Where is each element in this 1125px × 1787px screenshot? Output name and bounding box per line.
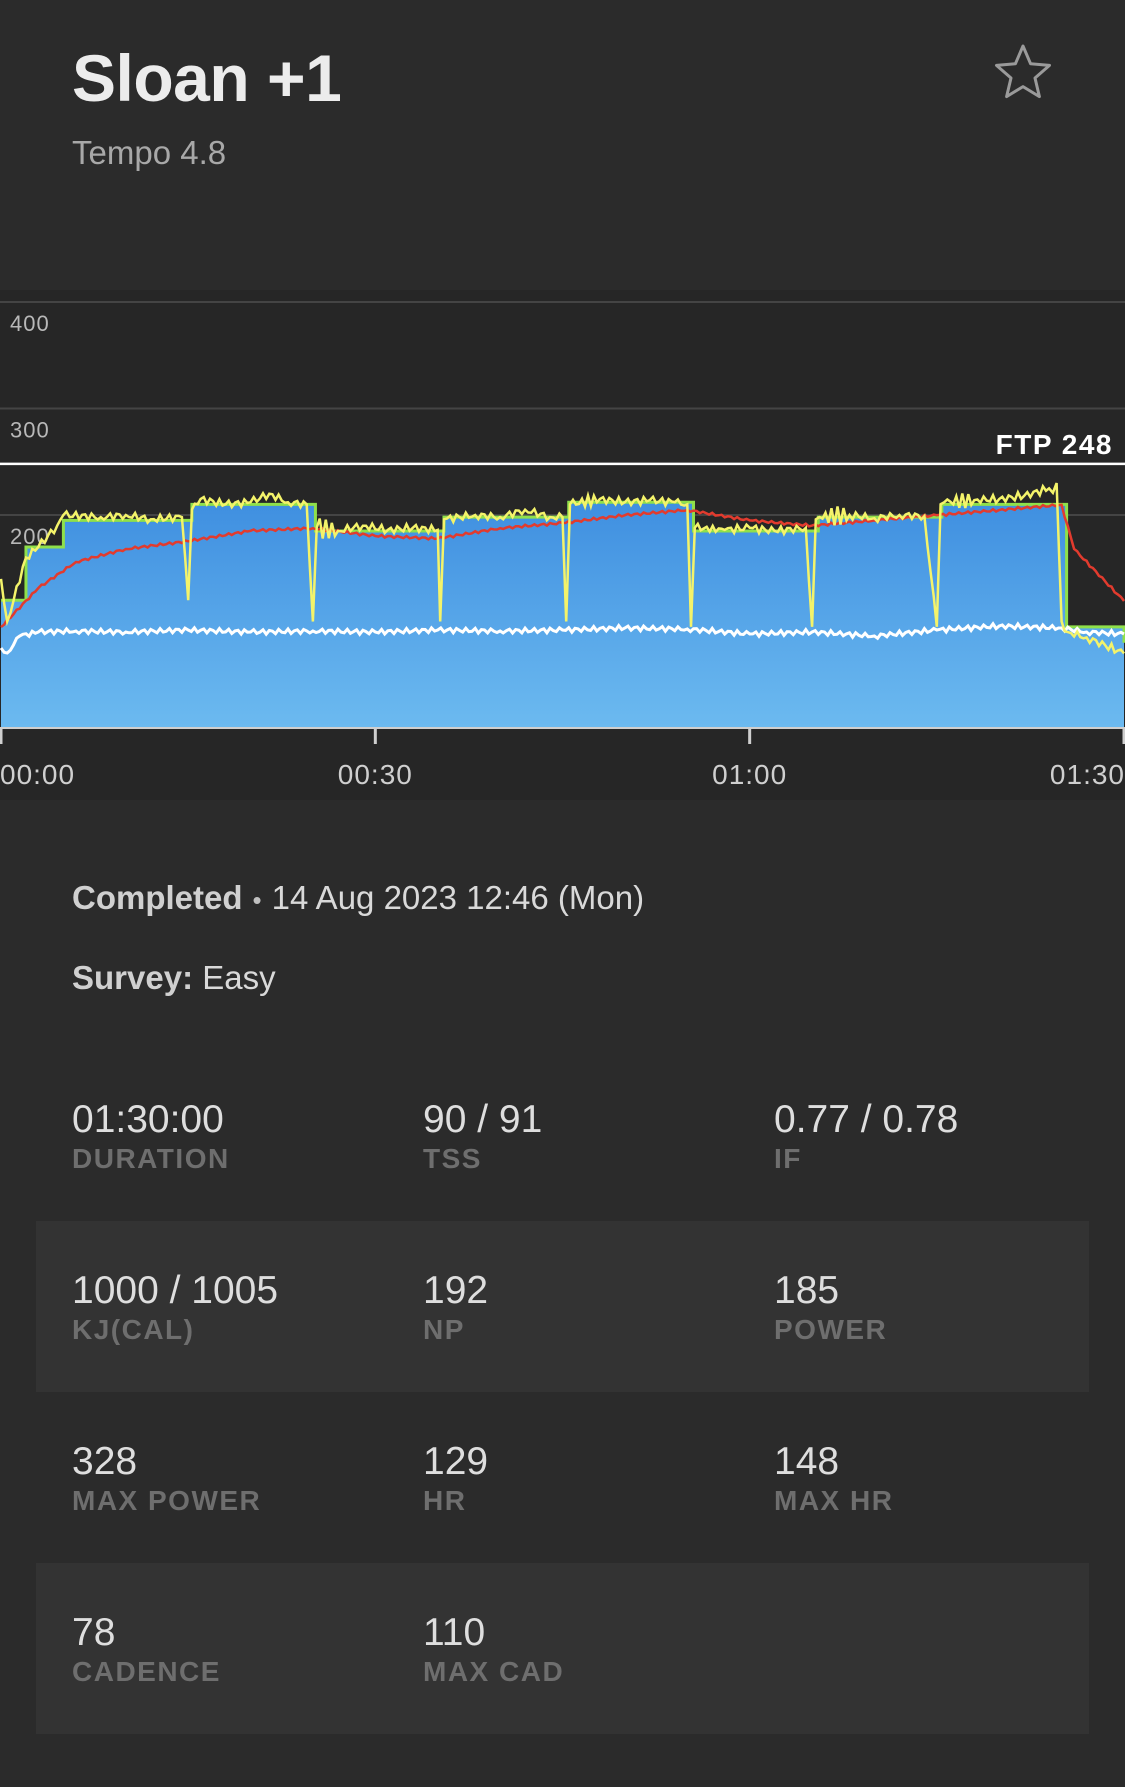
stat-label: DURATION <box>72 1143 230 1174</box>
stats-row: 01:30:00 DURATION 90 / 91 TSS 0.77 / 0.7… <box>36 1050 1089 1221</box>
stat-value: 110 <box>423 1611 486 1654</box>
y-tick-label-400: 400 <box>10 311 50 336</box>
stat-np: 192 NP <box>423 1269 488 1347</box>
stat-value: 78 <box>72 1611 116 1654</box>
stats-row: 78 CADENCE 110 MAX CAD <box>36 1563 1089 1734</box>
workout-header: Sloan +1 Tempo 4.8 <box>0 0 1125 290</box>
stat-label: MAX POWER <box>72 1485 262 1516</box>
stat-hr: 129 HR <box>423 1440 488 1518</box>
y-tick-label-300: 300 <box>10 418 50 443</box>
survey-value: Easy <box>202 959 276 996</box>
x-tick-label-3: 01:30 <box>1050 759 1125 790</box>
target-power-area <box>1 502 1124 728</box>
stat-label: POWER <box>774 1314 888 1345</box>
stat-max-cad: 110 MAX CAD <box>423 1611 564 1689</box>
stat-value: 328 <box>72 1440 138 1483</box>
stat-value: 192 <box>423 1269 489 1312</box>
stats-row: 1000 / 1005 KJ(CAL) 192 NP 185 POWER <box>36 1221 1089 1392</box>
stat-if: 0.77 / 0.78 IF <box>774 1098 958 1176</box>
stat-value: 01:30:00 <box>72 1098 224 1141</box>
stat-label: TSS <box>423 1143 482 1174</box>
stat-value: 185 <box>774 1269 840 1312</box>
y-tick-label-200: 200 <box>10 524 50 549</box>
stat-label: IF <box>774 1143 802 1174</box>
workout-details: Completed • 14 Aug 2023 12:46 (Mon) Survey… <box>72 880 1052 1040</box>
stat-duration: 01:30:00 DURATION <box>72 1098 230 1176</box>
stat-value: 148 <box>774 1440 840 1483</box>
x-tick-label-0: 00:00 <box>0 759 75 790</box>
separator-dot: • <box>252 885 262 916</box>
star-outline-icon[interactable] <box>993 42 1053 102</box>
status-label: Completed <box>72 879 243 916</box>
workout-subtitle: Tempo 4.8 <box>72 134 227 171</box>
workout-title: Sloan +1 <box>72 41 342 115</box>
stat-label: MAX HR <box>774 1485 894 1516</box>
x-axis-band <box>0 728 1125 800</box>
stat-value: 90 / 91 <box>423 1098 543 1141</box>
workout-chart[interactable]: 200 300 400 FTP 248 00:00 00:30 01:00 01:30 <box>0 290 1125 800</box>
survey-line: Survey: Easy <box>72 960 1052 996</box>
actual-power-line <box>0 482 1125 655</box>
stat-max-hr: 148 MAX HR <box>774 1440 893 1518</box>
stat-label: CADENCE <box>72 1656 221 1687</box>
stat-cadence: 78 CADENCE <box>72 1611 221 1689</box>
power-chart-svg: 200 300 400 FTP 248 00:00 00:30 01:00 01:30 <box>0 301 1125 800</box>
target-power-edge <box>1 500 1125 643</box>
stat-label: MAX CAD <box>423 1656 565 1687</box>
stat-tss: 90 / 91 TSS <box>423 1098 542 1176</box>
completed-datetime: 14 Aug 2023 12:46 (Mon) <box>271 879 645 916</box>
stats-row: 328 MAX POWER 129 HR 148 MAX HR <box>36 1392 1089 1563</box>
x-tick-label-1: 00:30 <box>338 759 413 790</box>
stat-label: KJ(CAL) <box>72 1314 195 1345</box>
stat-value: 1000 / 1005 <box>72 1269 279 1312</box>
stat-kj-cal: 1000 / 1005 KJ(CAL) <box>72 1269 278 1347</box>
ftp-label: FTP 248 <box>996 429 1113 460</box>
stat-power: 185 POWER <box>774 1269 887 1347</box>
stat-label: NP <box>423 1314 465 1345</box>
completion-line: Completed • 14 Aug 2023 12:46 (Mon) <box>72 880 1052 916</box>
stat-label: HR <box>423 1485 467 1516</box>
stats-grid: 01:30:00 DURATION 90 / 91 TSS 0.77 / 0.7… <box>36 1050 1089 1734</box>
stat-value: 129 <box>423 1440 489 1483</box>
stat-max-power: 328 MAX POWER <box>72 1440 261 1518</box>
cadence-line <box>0 621 1125 655</box>
x-tick-label-2: 01:00 <box>712 759 787 790</box>
stat-value: 0.77 / 0.78 <box>774 1098 959 1141</box>
survey-label: Survey: <box>72 959 194 996</box>
